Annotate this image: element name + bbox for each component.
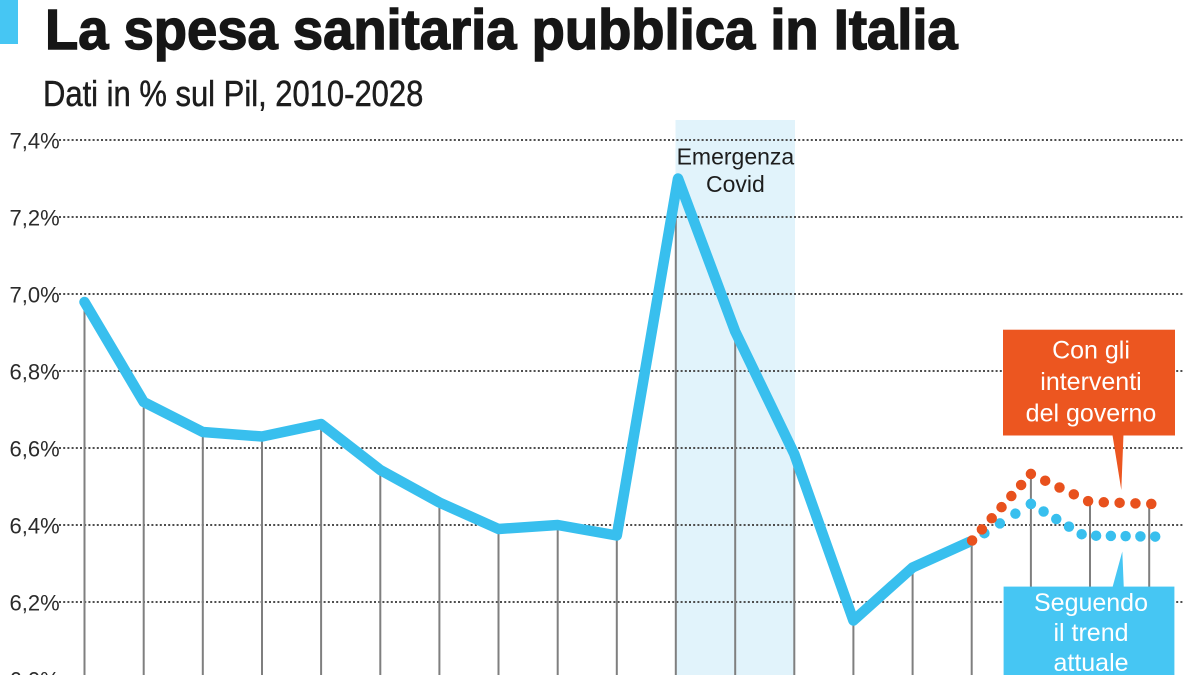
svg-text:6,2%: 6,2% (10, 591, 60, 616)
svg-text:6,8%: 6,8% (10, 360, 60, 385)
svg-text:7,0%: 7,0% (10, 283, 60, 308)
svg-text:Seguendo: Seguendo (1034, 589, 1148, 617)
svg-text:interventi: interventi (1040, 368, 1141, 396)
svg-text:7,4%: 7,4% (10, 129, 60, 154)
svg-text:7,2%: 7,2% (10, 206, 60, 231)
svg-text:attuale: attuale (1053, 649, 1128, 675)
svg-text:del governo: del governo (1026, 400, 1157, 428)
svg-text:6,4%: 6,4% (10, 514, 60, 539)
svg-text:Emergenza: Emergenza (677, 144, 795, 170)
svg-text:il trend: il trend (1053, 619, 1128, 647)
svg-text:Con gli: Con gli (1052, 337, 1130, 365)
svg-text:Covid: Covid (706, 171, 765, 197)
svg-text:6,0%: 6,0% (10, 668, 60, 675)
svg-text:6,6%: 6,6% (10, 437, 60, 462)
